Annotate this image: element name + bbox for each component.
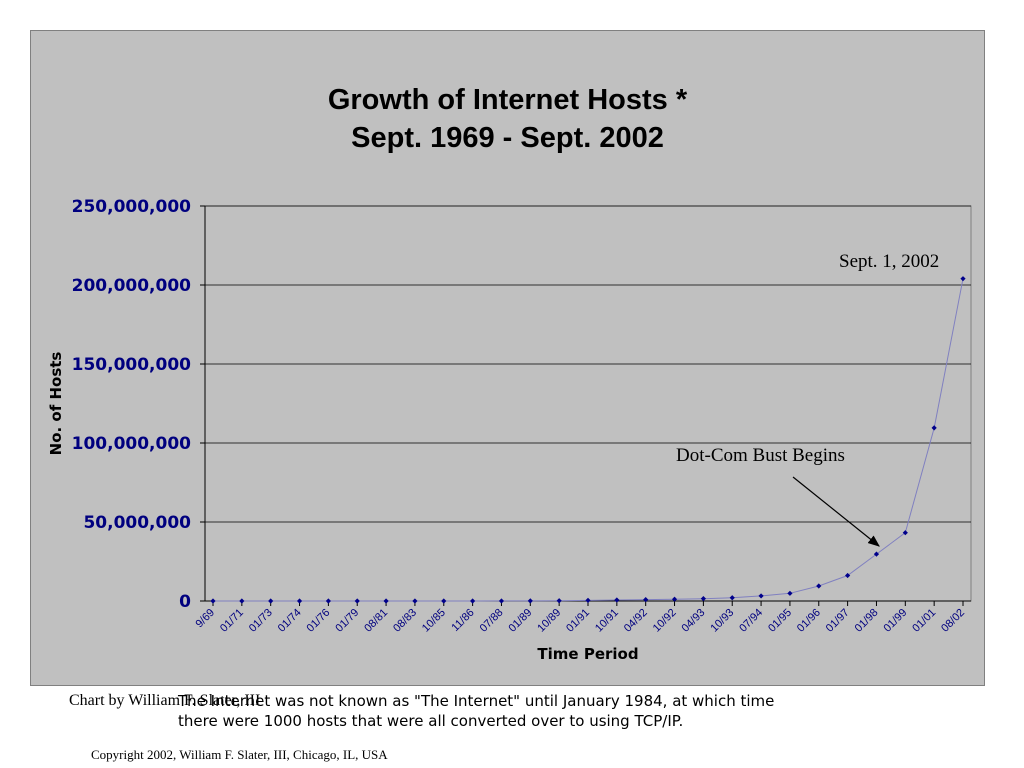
y-tick-label: 100,000,000 [72, 434, 192, 454]
data-point [614, 597, 620, 603]
line-chart: 0 50,000,000 100,000,000 150,000,000 200,000… [47, 197, 972, 663]
x-tick-label: 01/73 [247, 607, 275, 635]
x-tick-label: 01/74 [276, 607, 304, 635]
data-point [643, 596, 649, 603]
x-tick-label: 04/92 [622, 607, 650, 635]
data-point [729, 595, 735, 601]
annotation-sept-2002: Sept. 1, 2002 [839, 251, 939, 272]
data-point [470, 598, 476, 604]
x-tick-label: 01/76 [305, 607, 333, 635]
x-tick-label: 08/83 [391, 607, 419, 635]
data-point [556, 598, 562, 604]
x-tick-label: 10/92 [651, 607, 679, 635]
chart-frame: Growth of Internet Hosts * Sept. 1969 - … [30, 30, 985, 709]
data-point [527, 598, 533, 604]
data-point [816, 583, 822, 589]
data-point [268, 598, 274, 604]
copyright: Copyright 2002, William F. Slater, III, … [91, 747, 388, 762]
data-point [758, 593, 764, 599]
data-point [412, 598, 418, 604]
data-point [902, 530, 908, 536]
y-axis-label: No. of Hosts [47, 352, 65, 456]
x-tick-label: 01/91 [564, 607, 592, 635]
y-tick-label: 250,000,000 [72, 197, 192, 217]
x-tick-label: 10/85 [420, 607, 448, 635]
footnote: The Internet was not known as "The Inter… [178, 691, 878, 731]
data-point [585, 597, 591, 604]
x-tick-label: 01/98 [853, 607, 881, 635]
data-point [383, 598, 389, 604]
x-tick-label: 01/99 [881, 607, 909, 635]
footnote-line-2: there were 1000 hosts that were all conv… [178, 712, 684, 730]
x-tick-label: 01/79 [333, 607, 361, 635]
chart-title-line-2: Sept. 1969 - Sept. 2002 [351, 122, 664, 154]
chart-title: Growth of Internet Hosts * Sept. 1969 - … [31, 81, 984, 157]
x-tick-label: 01/89 [506, 607, 534, 635]
data-point [239, 598, 245, 604]
x-tick-label: 01/96 [795, 607, 823, 635]
data-point [498, 598, 505, 604]
plot-area [204, 205, 972, 602]
x-tick-label: 07/88 [478, 607, 506, 635]
x-axis-label: Time Period [537, 645, 638, 663]
x-tick-label: 01/95 [766, 607, 794, 635]
data-point [960, 276, 966, 282]
chart-title-line-1: Growth of Internet Hosts * [327, 84, 688, 116]
data-point [325, 598, 331, 604]
x-tick-label: 01/97 [824, 607, 852, 635]
chart-credit: Chart by William F. Slater, III [69, 692, 261, 709]
y-tick-label: 200,000,000 [72, 276, 192, 296]
y-tick-label: 150,000,000 [72, 355, 192, 375]
data-point [787, 590, 793, 596]
data-point [671, 596, 678, 602]
annotation-arrow [792, 476, 880, 547]
x-tick-label: 04/93 [680, 607, 708, 635]
x-tick-label: 9/69 [193, 607, 217, 631]
annotation-dotcom-bust: Dot-Com Bust Begins [676, 445, 845, 466]
y-tick-label: 50,000,000 [83, 513, 191, 533]
data-point [873, 551, 880, 557]
data-point [845, 572, 851, 579]
x-tick-label: 10/89 [535, 607, 563, 635]
y-tick-label: 0 [179, 592, 191, 612]
footnote-line-1: The Internet was not known as "The Inter… [178, 692, 775, 710]
x-tick-label: 08/81 [362, 607, 390, 635]
data-point [354, 598, 360, 604]
data-point [931, 425, 937, 431]
x-tick-label: 01/01 [910, 607, 938, 635]
data-point [441, 598, 447, 604]
data-point [700, 596, 706, 602]
x-tick-label: 10/91 [593, 607, 621, 635]
x-tick-label: 07/94 [737, 607, 765, 635]
data-point [210, 598, 216, 604]
x-tick-label: 08/02 [939, 607, 967, 635]
data-point [296, 598, 303, 604]
x-tick-label: 01/71 [218, 607, 246, 635]
x-tick-label: 11/86 [449, 607, 476, 634]
x-tick-label: 10/93 [708, 607, 736, 635]
